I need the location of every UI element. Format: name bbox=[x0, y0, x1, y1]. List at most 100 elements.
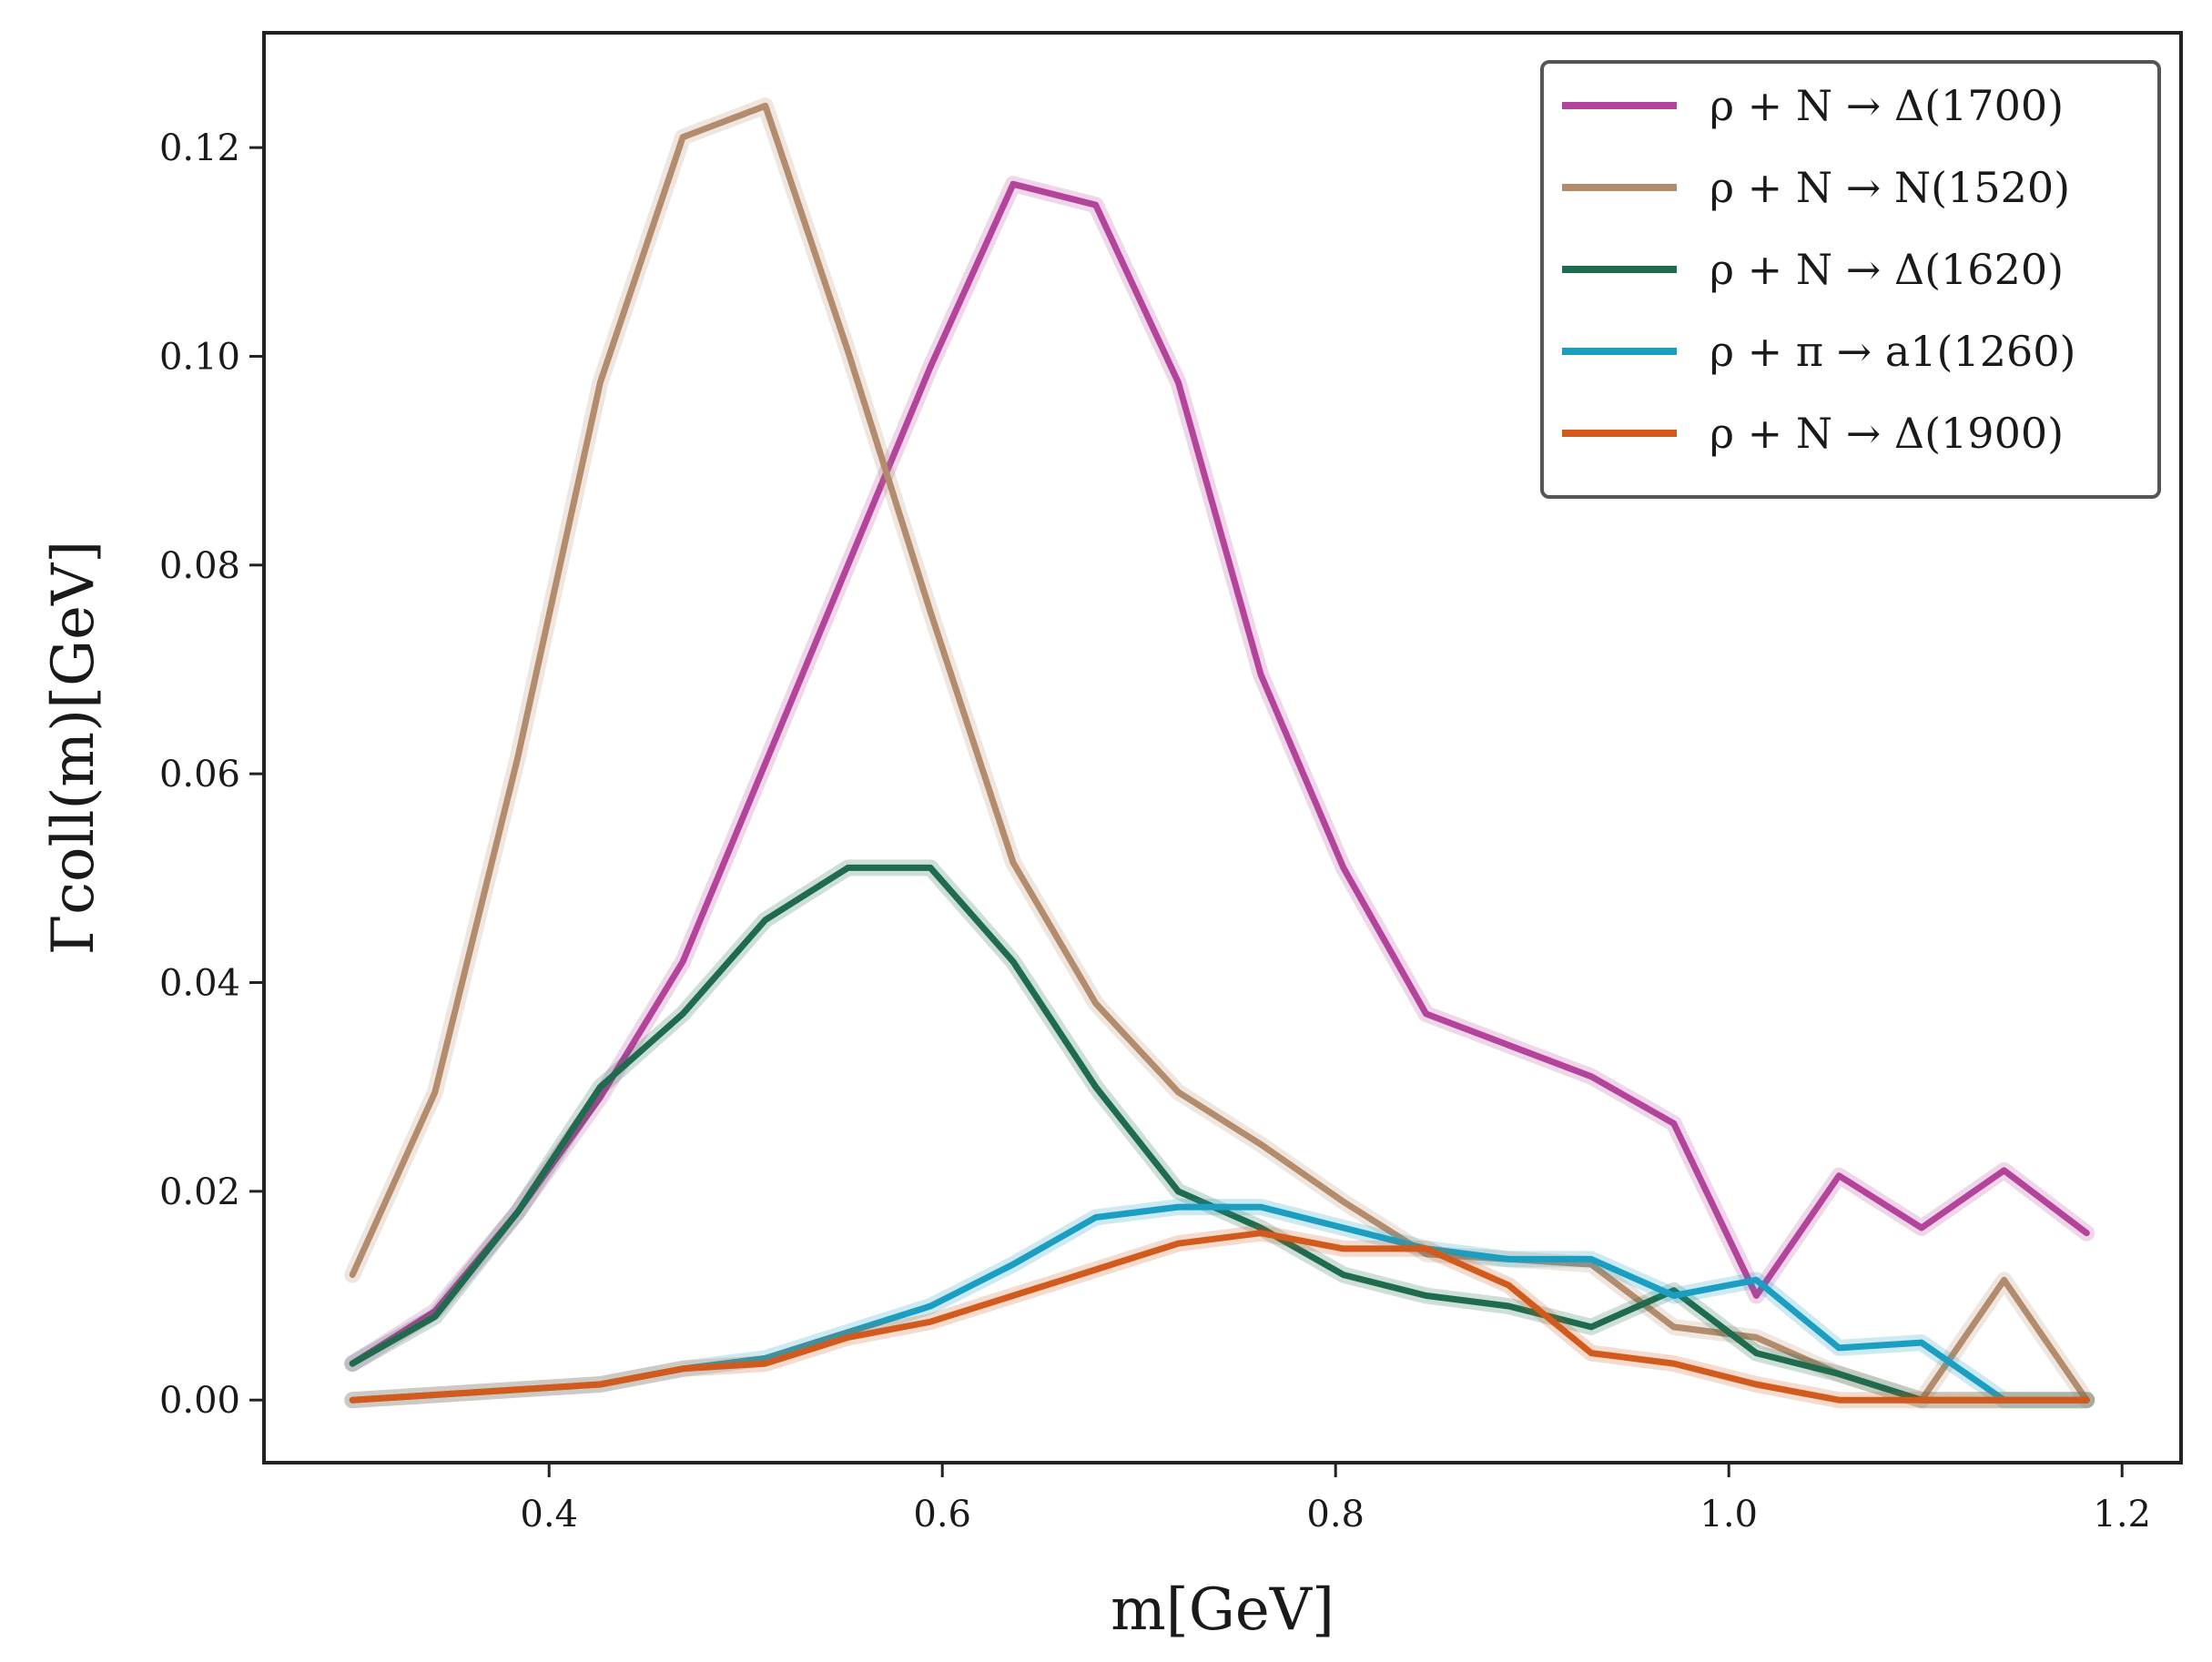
y-tick-label: 0.02 bbox=[159, 1171, 240, 1213]
data-point bbox=[2001, 1167, 2007, 1173]
data-point bbox=[2084, 1230, 2090, 1236]
data-point bbox=[928, 363, 934, 370]
data-point bbox=[1010, 1262, 1016, 1268]
data-point bbox=[1258, 672, 1264, 678]
data-point bbox=[431, 1089, 438, 1095]
data-point bbox=[762, 917, 768, 923]
data-point bbox=[1753, 1292, 1760, 1299]
data-point bbox=[514, 755, 521, 761]
data-point bbox=[514, 1386, 521, 1393]
data-point bbox=[1340, 1245, 1346, 1252]
data-point bbox=[680, 1010, 686, 1017]
data-point bbox=[1258, 1141, 1264, 1148]
data-point bbox=[1588, 1073, 1594, 1079]
data-point bbox=[597, 1084, 604, 1090]
series-1-n-1700 bbox=[344, 176, 2095, 1373]
data-point bbox=[514, 1209, 521, 1215]
data-point bbox=[1918, 1340, 1924, 1346]
data-point bbox=[680, 134, 686, 140]
legend-label: ρ + N → N(1520) bbox=[1710, 163, 2070, 212]
data-point bbox=[431, 1313, 438, 1320]
data-point bbox=[1670, 1323, 1677, 1330]
ticks-layer: 0.4 0.6 0.8 1.0 1.2 0.00 0.02 0.04 0.06 0.08 0.10 0… bbox=[159, 127, 2151, 1535]
y-tick-label: 0.12 bbox=[159, 127, 240, 169]
data-point bbox=[762, 1355, 768, 1362]
data-point bbox=[928, 1303, 934, 1309]
data-point bbox=[350, 1361, 356, 1367]
data-point bbox=[1092, 202, 1099, 208]
y-tick-label: 0.10 bbox=[159, 336, 240, 378]
y-tick-label: 0.08 bbox=[159, 545, 240, 587]
data-point bbox=[1506, 1042, 1512, 1049]
data-point bbox=[680, 958, 686, 965]
data-point bbox=[1918, 1397, 1924, 1404]
data-point bbox=[431, 1392, 438, 1398]
legend-label: ρ + N → Δ(1620) bbox=[1710, 245, 2064, 294]
x-tick-label: 1.2 bbox=[2093, 1494, 2151, 1535]
data-point bbox=[1588, 1256, 1594, 1262]
data-point bbox=[1175, 1204, 1182, 1211]
data-point bbox=[845, 865, 851, 871]
data-point bbox=[1340, 1225, 1346, 1231]
data-point bbox=[845, 562, 851, 568]
legend-label: ρ + N → Δ(1900) bbox=[1710, 409, 2064, 458]
data-point bbox=[762, 103, 768, 109]
data-point bbox=[1010, 859, 1016, 866]
series-layer bbox=[344, 97, 2095, 1409]
data-point bbox=[1588, 1323, 1594, 1330]
data-point bbox=[1258, 1225, 1264, 1231]
data-point bbox=[1175, 1241, 1182, 1247]
legend-box bbox=[1540, 60, 2161, 499]
data-point bbox=[1670, 1292, 1677, 1299]
data-point bbox=[1340, 1272, 1346, 1278]
data-point bbox=[2001, 1397, 2007, 1404]
data-point bbox=[928, 1319, 934, 1325]
data-point bbox=[1092, 1214, 1099, 1221]
y-axis-title: Γcoll(m)[GeV] bbox=[40, 541, 107, 956]
data-point bbox=[350, 1272, 356, 1278]
data-point bbox=[762, 1361, 768, 1367]
data-point bbox=[1588, 1350, 1594, 1356]
data-point bbox=[1753, 1334, 1760, 1341]
data-point bbox=[1010, 1292, 1016, 1299]
data-point bbox=[1258, 1204, 1264, 1211]
data-point bbox=[597, 1094, 604, 1100]
x-axis-title: m[GeV] bbox=[1111, 1576, 1334, 1644]
x-tick-label: 0.8 bbox=[1306, 1494, 1365, 1535]
data-point bbox=[1836, 1397, 1842, 1404]
data-point bbox=[928, 609, 934, 615]
data-point bbox=[1506, 1303, 1512, 1309]
data-point bbox=[1670, 1120, 1677, 1127]
data-point bbox=[597, 1382, 604, 1387]
data-point bbox=[1836, 1344, 1842, 1351]
data-point bbox=[1836, 1371, 1842, 1377]
legend-item: ρ + N → Δ(1900) bbox=[1562, 409, 2064, 458]
legend-item: ρ + N → Δ(1700) bbox=[1562, 81, 2064, 130]
legend-item: ρ + N → Δ(1620) bbox=[1562, 245, 2064, 294]
legend-items: ρ + N → Δ(1700) ρ + N → N(1520) ρ + N → Δ(… bbox=[1562, 81, 2076, 458]
data-point bbox=[1010, 181, 1016, 187]
data-point bbox=[1092, 1266, 1099, 1272]
data-point bbox=[845, 1334, 851, 1341]
data-point bbox=[1010, 958, 1016, 965]
x-tick-label: 1.0 bbox=[1700, 1494, 1758, 1535]
data-point bbox=[1175, 1089, 1182, 1095]
data-point bbox=[1175, 380, 1182, 386]
data-point bbox=[1423, 1292, 1429, 1299]
data-point bbox=[1836, 1172, 1842, 1179]
data-point bbox=[1506, 1256, 1512, 1262]
series-line bbox=[349, 1230, 2090, 1404]
legend-item: ρ + π → a1(1260) bbox=[1562, 327, 2076, 376]
data-point bbox=[680, 1365, 686, 1372]
data-point bbox=[1258, 1230, 1264, 1236]
data-point bbox=[1506, 1282, 1512, 1289]
data-point bbox=[1092, 1000, 1099, 1007]
data-point bbox=[1753, 1277, 1760, 1283]
data-point bbox=[2001, 1277, 2007, 1283]
series-line bbox=[349, 102, 2090, 1404]
y-tick-label: 0.04 bbox=[159, 963, 240, 1005]
x-tick-label: 0.4 bbox=[520, 1494, 578, 1535]
data-point bbox=[1340, 1199, 1346, 1205]
